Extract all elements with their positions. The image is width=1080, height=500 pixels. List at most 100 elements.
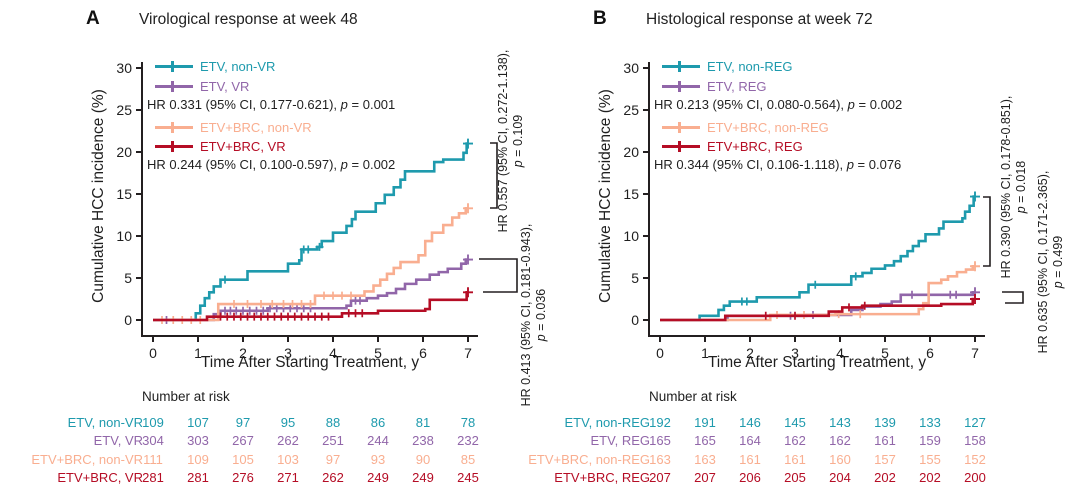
- legend-key-bar: [155, 145, 193, 148]
- legend-key-line-icon: [155, 118, 193, 136]
- risk-value: 97: [235, 415, 251, 430]
- risk-value: 145: [784, 415, 806, 430]
- legend-label: ETV+BRC, non-VR: [200, 119, 312, 135]
- risk-value: 204: [829, 470, 851, 485]
- panel-b-x-axis-label: Time After Starting Treatment, y: [707, 354, 927, 371]
- legend-key-line-icon: [662, 57, 700, 75]
- legend-key-bar: [662, 145, 700, 148]
- risk-value: 152: [964, 452, 986, 467]
- censor-mark-etv-brc-vr: [304, 312, 313, 321]
- risk-value: 161: [874, 433, 896, 448]
- hr-stat-text: HR 0.344 (95% CI, 0.106-1.118), p = 0.07…: [654, 157, 902, 172]
- censor-mark-etv-brc-vr: [230, 312, 238, 321]
- censor-mark-etv-brc-vr: [284, 312, 292, 321]
- risk-value: 163: [649, 452, 671, 467]
- legend-label: ETV+BRC, non-REG: [707, 119, 829, 135]
- legend-key-bar: [155, 85, 193, 88]
- legend-label: ETV, REG: [707, 78, 767, 94]
- censor-mark-etv-brc-vr: [277, 312, 286, 321]
- legend-key-bar: [662, 65, 700, 68]
- risk-value: 251: [322, 433, 344, 448]
- legend-key-bar: [662, 126, 700, 129]
- panel-a-title: Virological response at week 48: [139, 11, 358, 28]
- risk-value: 78: [460, 415, 476, 430]
- risk-row-label: ETV, REG: [590, 433, 650, 448]
- censor-mark-etv-vr: [259, 306, 268, 315]
- panel-a-y-tick-label: 25: [116, 102, 132, 118]
- legend-label: ETV+BRC, VR: [200, 138, 286, 154]
- risk-value: 207: [694, 470, 716, 485]
- censor-mark-etv-vr: [266, 304, 274, 313]
- risk-value: 155: [919, 452, 941, 467]
- risk-value: 192: [649, 415, 671, 430]
- risk-value: 161: [784, 452, 806, 467]
- legend-item: ETV+BRC, REG: [662, 137, 803, 155]
- censor-mark-etv-brc-non-vr: [230, 300, 238, 309]
- panel-a-x-tick-label: 2: [239, 345, 247, 361]
- censor-mark-etv-non-vr: [304, 245, 313, 254]
- legend-label: ETV, VR: [200, 78, 250, 94]
- bracket-annotation-text: HR 0.413 (95% CI, 0.181-0.943), p = 0.036: [519, 223, 548, 407]
- legend-key-plus: [171, 61, 174, 72]
- risk-value: 81: [415, 415, 431, 430]
- risk-value: 281: [187, 470, 209, 485]
- risk-value: 206: [739, 470, 761, 485]
- censor-mark-etv-brc-non-vr: [279, 300, 288, 309]
- risk-value: 202: [874, 470, 896, 485]
- risk-value: 146: [739, 415, 761, 430]
- panel-b-letter: B: [593, 8, 607, 29]
- risk-value: 159: [919, 433, 941, 448]
- legend-key-line-icon: [155, 77, 193, 95]
- panel-a-y-tick-label: 20: [116, 144, 132, 160]
- legend-key-plus: [171, 122, 174, 133]
- legend-key-bar: [155, 126, 193, 129]
- censor-mark-etv-vr: [239, 306, 247, 315]
- panel-a-x-tick-label: 0: [149, 345, 157, 361]
- censor-mark-etv-brc-reg: [860, 301, 869, 310]
- risk-value: 262: [322, 470, 344, 485]
- panel-b-x-tick-label: 6: [926, 345, 934, 361]
- censor-mark-etv-brc-vr: [351, 309, 360, 318]
- risk-value: 271: [277, 470, 299, 485]
- panel-a-y-tick-label: 30: [116, 60, 132, 76]
- risk-value: 95: [280, 415, 296, 430]
- panel-b-y-tick-label: 0: [631, 312, 639, 328]
- censor-mark-etv-brc-vr: [358, 309, 367, 318]
- legend-item: ETV, REG: [662, 77, 766, 95]
- risk-row-label: ETV+BRC, non-REG: [528, 452, 650, 467]
- risk-value: 207: [649, 470, 671, 485]
- risk-value: 139: [874, 415, 896, 430]
- risk-value: 165: [649, 433, 671, 448]
- legend-key-line-icon: [662, 137, 700, 155]
- risk-value: 111: [143, 452, 163, 467]
- panel-b-x-tick-label: 1: [701, 345, 709, 361]
- risk-value: 143: [829, 415, 851, 430]
- censor-mark-etv-non-vr: [315, 242, 324, 251]
- panel-b-y-tick-label: 25: [623, 102, 639, 118]
- legend-key-line-icon: [155, 137, 193, 155]
- risk-value: 191: [694, 415, 716, 430]
- risk-row-label: ETV, VR: [93, 433, 143, 448]
- censor-mark-etv-vr: [245, 306, 254, 315]
- censor-mark-etv-brc-vr: [344, 309, 353, 318]
- bracket-annotation-text: HR 0.635 (95% CI, 0.171-2.365), p = 0.499: [1036, 170, 1065, 354]
- risk-value: 244: [367, 433, 389, 448]
- censor-mark-etv-brc-vr: [270, 312, 279, 321]
- censor-mark-etv-brc-vr: [297, 312, 306, 321]
- panel-a-y-tick-label: 0: [124, 312, 132, 328]
- censor-mark-etv-vr: [232, 306, 241, 315]
- legend-key-plus: [678, 61, 681, 72]
- series-line-etv-brc-non-reg: [660, 264, 975, 322]
- risk-value: 276: [232, 470, 254, 485]
- legend-key-plus: [678, 122, 681, 133]
- legend-item: ETV, VR: [155, 77, 249, 95]
- censor-mark-etv-brc-vr: [324, 312, 333, 321]
- risk-value: 245: [457, 470, 479, 485]
- censor-mark-etv-non-reg: [811, 280, 820, 289]
- panel-a-x-tick-label: 6: [419, 345, 427, 361]
- panel-a-x-tick-label: 3: [284, 345, 292, 361]
- risk-value: 90: [415, 452, 431, 467]
- legend-item: ETV+BRC, non-VR: [155, 118, 312, 136]
- censor-mark-etv-brc-non-vr: [257, 300, 265, 309]
